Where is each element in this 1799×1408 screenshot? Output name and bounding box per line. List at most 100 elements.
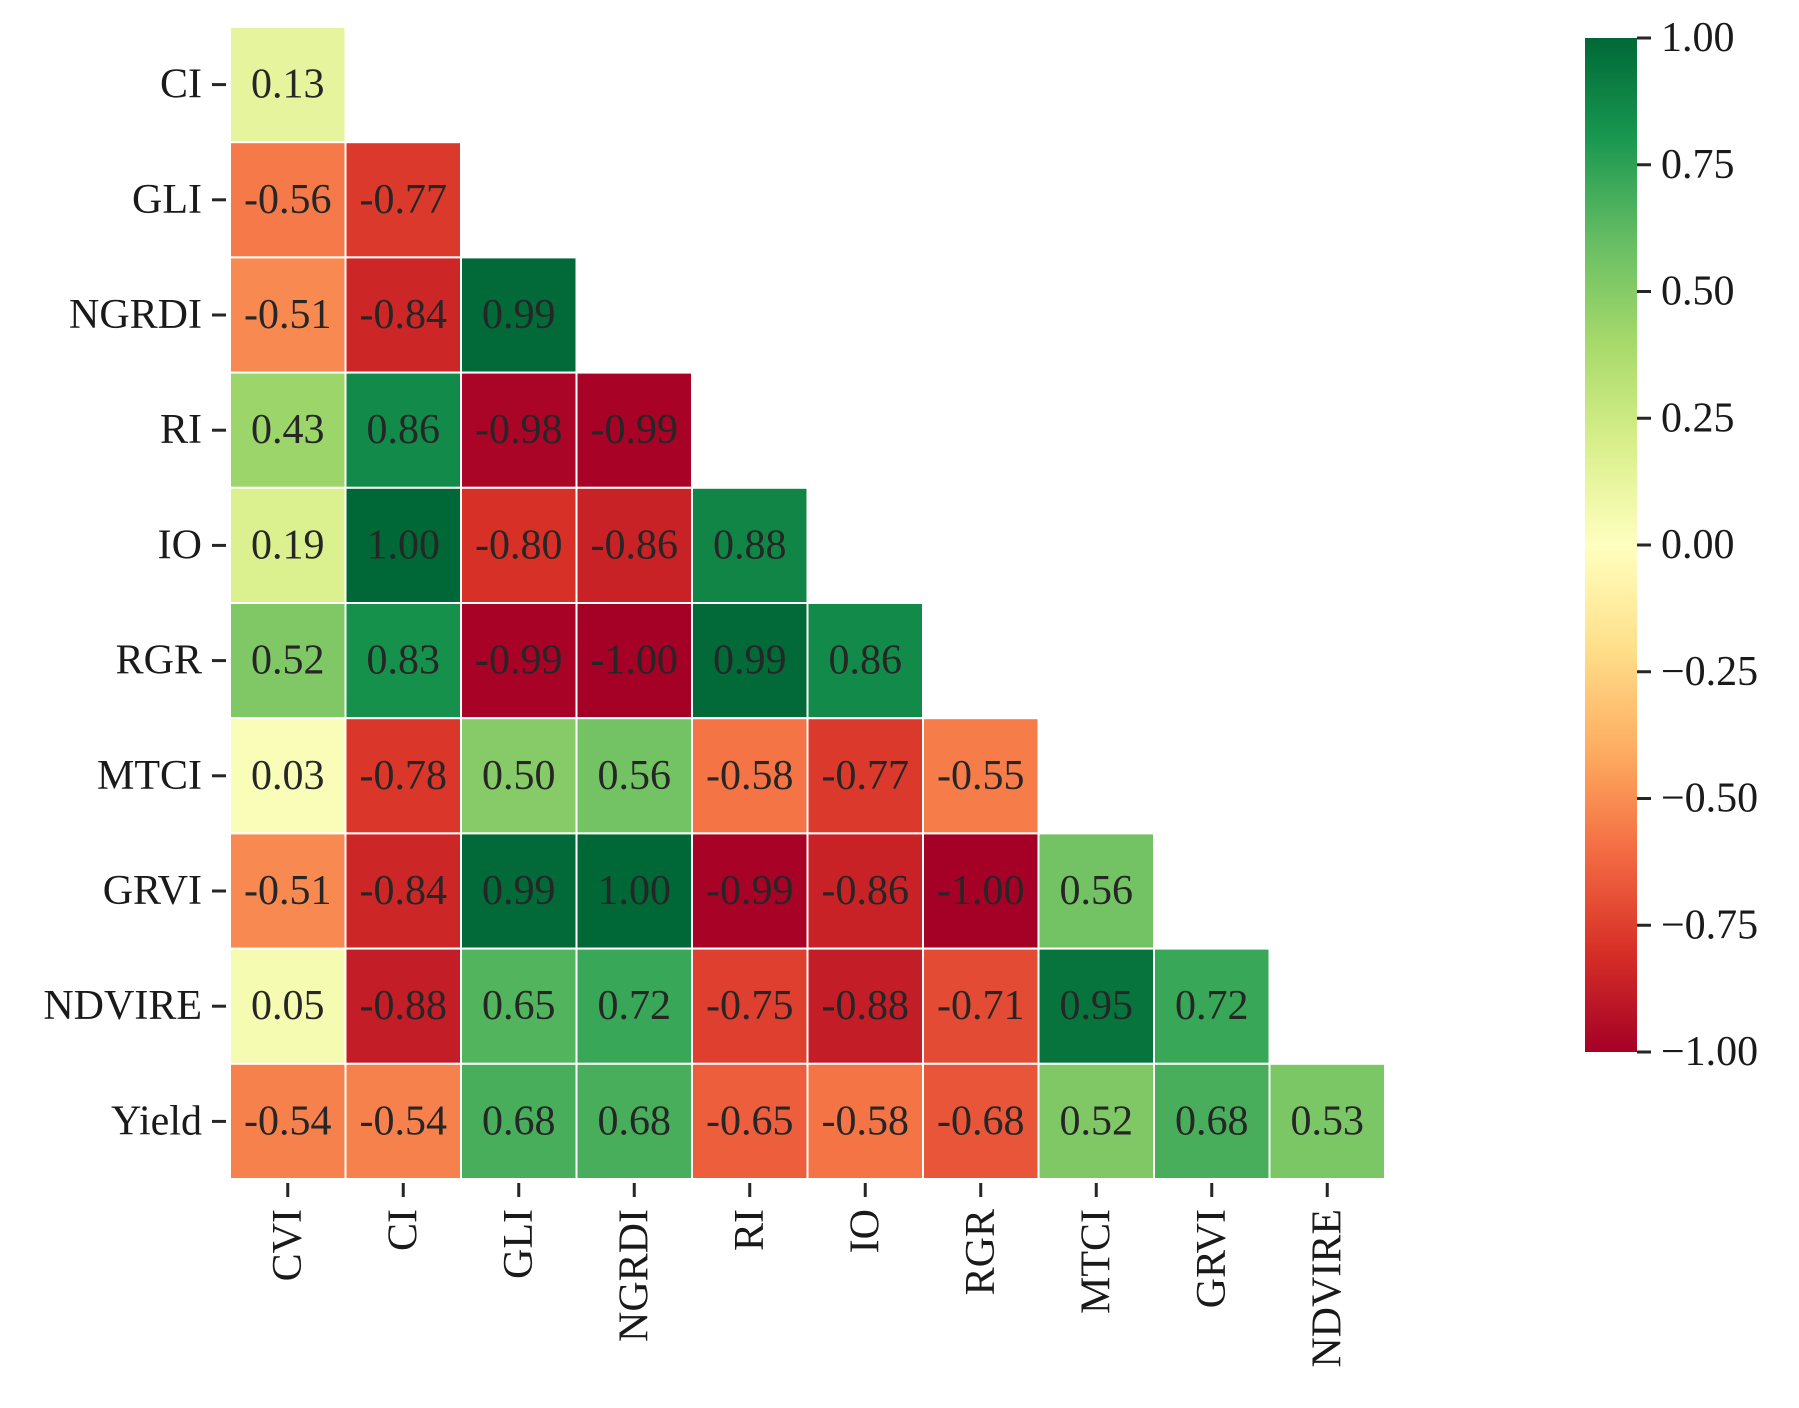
cell-value-label: -0.88	[822, 983, 910, 1029]
heatmap-cell-yield-ngrdi	[575, 1062, 693, 1181]
cell-value-label: 0.72	[598, 983, 672, 1029]
y-tick-label-ndvire: NDVIRE	[43, 983, 202, 1029]
cell-value-label: 0.88	[713, 522, 787, 568]
heatmap-cell-ndvire-gli	[460, 947, 578, 1065]
cell-value-label: 0.86	[367, 407, 441, 453]
x-tick-label-cvi: CVI	[265, 1209, 311, 1281]
heatmap-cell-yield-gli	[460, 1062, 578, 1181]
colorbar-tick-label: −1.00	[1661, 1029, 1758, 1075]
cell-value-label: 0.68	[1175, 1098, 1249, 1144]
heatmap-cell-labels: 0.13 -0.56 -0.77 -0.51 -0.84 0.99 0.43 0.86 -0.9…	[244, 62, 1364, 1145]
heatmap-cell-ndvire-rgr	[922, 947, 1040, 1065]
cell-value-label: -0.99	[706, 868, 794, 914]
y-tick-label-gli: GLI	[132, 177, 202, 223]
x-tick-label-mtci: MTCI	[1073, 1209, 1119, 1314]
heatmap-cell-mtci-cvi	[229, 717, 347, 835]
x-tick-label-ri: RI	[727, 1209, 773, 1251]
heatmap-cell-ndvire-grvi	[1153, 947, 1271, 1065]
cell-value-label: -0.98	[475, 407, 563, 453]
cell-value-label: -0.51	[244, 292, 332, 338]
heatmap-cell-rgr-io	[806, 602, 924, 720]
cell-value-label: -0.58	[822, 1098, 910, 1144]
cell-value-label: -0.58	[706, 753, 794, 799]
cell-value-label: -1.00	[591, 638, 679, 684]
cell-value-label: 0.56	[1060, 868, 1134, 914]
colorbar-tick-label: −0.50	[1661, 776, 1758, 822]
heatmap-cells	[229, 26, 1386, 1181]
cell-value-label: -0.84	[360, 292, 448, 338]
x-tick-label-ci: CI	[380, 1209, 426, 1251]
heatmap-cell-gli-cvi	[229, 141, 347, 259]
cell-value-label: 0.50	[482, 753, 556, 799]
heatmap-cell-io-ci	[344, 486, 462, 604]
cell-value-label: 0.86	[829, 638, 903, 684]
cell-value-label: 0.65	[482, 983, 556, 1029]
cell-value-label: -0.77	[360, 177, 448, 223]
cell-value-label: 0.56	[598, 753, 672, 799]
heatmap-cell-yield-ri	[691, 1062, 809, 1181]
cell-value-label: -0.80	[475, 522, 563, 568]
cell-value-label: 1.00	[598, 868, 672, 914]
cell-value-label: -0.86	[591, 522, 679, 568]
heatmap-cell-mtci-ngrdi	[575, 717, 693, 835]
cell-value-label: -0.68	[937, 1098, 1025, 1144]
y-tick-label-io: IO	[158, 522, 202, 568]
x-tick-label-ndvire: NDVIRE	[1304, 1209, 1350, 1368]
cell-value-label: -0.71	[937, 983, 1025, 1029]
cell-value-label: 0.72	[1175, 983, 1249, 1029]
cell-value-label: 1.00	[367, 522, 441, 568]
heatmap-cell-mtci-io	[806, 717, 924, 835]
x-axis: CVI CI GLI NGRDI RI IO RGR MTCI GRVI NDVIRE	[265, 1183, 1350, 1368]
cell-value-label: -0.99	[591, 407, 679, 453]
cell-value-label: 0.43	[251, 407, 325, 453]
colorbar-tick-label: 1.00	[1661, 15, 1735, 61]
heatmap-cell-yield-io	[806, 1062, 924, 1181]
heatmap-cell-ci-cvi	[229, 26, 347, 144]
cell-value-label: 0.52	[251, 638, 325, 684]
heatmap-cell-yield-grvi	[1153, 1062, 1271, 1181]
cell-value-label: 0.53	[1291, 1098, 1365, 1144]
x-tick-label-rgr: RGR	[958, 1209, 1004, 1295]
heatmap-cell-rgr-ngrdi	[575, 602, 693, 720]
colorbar: 1.00 0.75 0.50 0.25 0.00 −0.25 −0.50 −0.75 −1.00	[1585, 15, 1758, 1075]
heatmap-cell-ndvire-cvi	[229, 947, 347, 1065]
cell-value-label: 0.52	[1060, 1098, 1134, 1144]
cell-value-label: 0.03	[251, 753, 325, 799]
x-tick-label-ngrdi: NGRDI	[611, 1209, 657, 1342]
heatmap-cell-grvi-gli	[460, 832, 578, 950]
cell-value-label: -0.65	[706, 1098, 794, 1144]
cell-value-label: 0.99	[713, 638, 787, 684]
x-tick-label-grvi: GRVI	[1189, 1209, 1235, 1308]
cell-value-label: 0.05	[251, 983, 325, 1029]
y-axis: CI GLI NGRDI RI IO RGR MTCI GRVI NDVIRE Yield	[43, 62, 226, 1144]
cell-value-label: 0.68	[482, 1098, 556, 1144]
cell-value-label: -0.55	[937, 753, 1025, 799]
colorbar-tick-label: 0.75	[1661, 142, 1735, 188]
heatmap-cell-yield-ndvire	[1268, 1062, 1386, 1181]
cell-value-label: -0.86	[822, 868, 910, 914]
cell-value-label: 0.83	[367, 638, 441, 684]
colorbar-tick-label: 0.25	[1661, 395, 1735, 441]
heatmap-cell-ndvire-ngrdi	[575, 947, 693, 1065]
x-tick-label-io: IO	[842, 1209, 888, 1253]
cell-value-label: -0.88	[360, 983, 448, 1029]
y-tick-label-mtci: MTCI	[97, 753, 202, 799]
heatmap-cell-gli-ci	[344, 141, 462, 259]
heatmap-cell-rgr-gli	[460, 602, 578, 720]
heatmap-cell-yield-cvi	[229, 1062, 347, 1181]
cell-value-label: -0.75	[706, 983, 794, 1029]
cell-value-label: -0.77	[822, 753, 910, 799]
x-tick-label-gli: GLI	[496, 1209, 542, 1279]
cell-value-label: -0.78	[360, 753, 448, 799]
cell-value-label: -1.00	[937, 868, 1025, 914]
cell-value-label: -0.54	[244, 1098, 332, 1144]
y-tick-label-yield: Yield	[111, 1098, 202, 1144]
heatmap-cell-ngrdi-gli	[460, 256, 578, 374]
y-tick-label-rgr: RGR	[116, 638, 202, 684]
cell-value-label: 0.19	[251, 522, 325, 568]
heatmap-cell-ri-ci	[344, 371, 462, 489]
cell-value-label: -0.84	[360, 868, 448, 914]
heatmap-cell-io-ngrdi	[575, 486, 693, 604]
heatmap-cell-ndvire-io	[806, 947, 924, 1065]
cell-value-label: 0.99	[482, 868, 556, 914]
